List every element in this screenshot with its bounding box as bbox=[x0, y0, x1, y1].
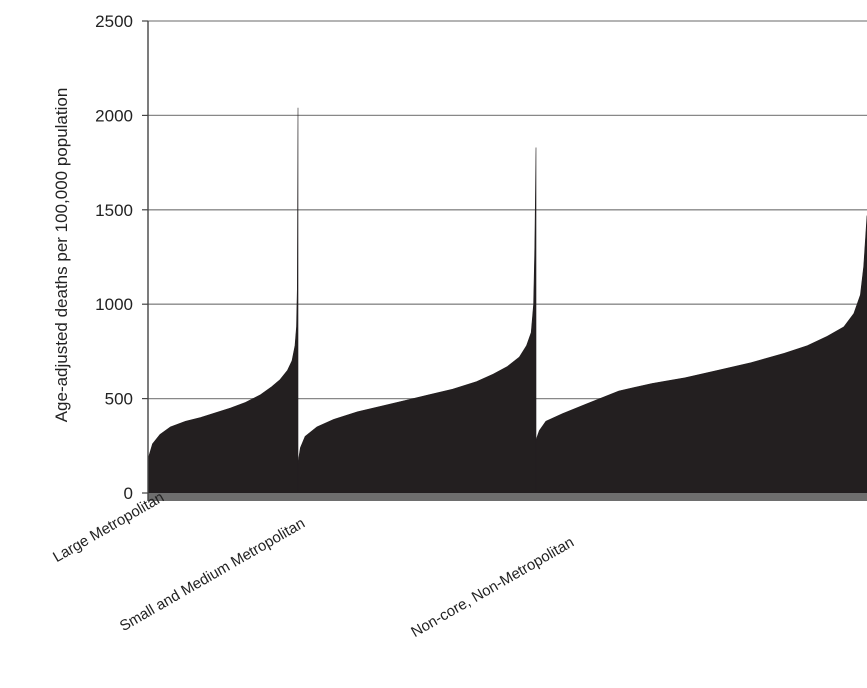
y-axis-label: Age-adjusted deaths per 100,000 populati… bbox=[52, 87, 71, 423]
x-category-label: Small and Medium Metropolitan bbox=[117, 515, 308, 635]
area-series-3 bbox=[535, 215, 867, 494]
y-tick-label: 1500 bbox=[95, 201, 133, 220]
x-axis-baseline bbox=[148, 493, 867, 501]
data-areas bbox=[147, 107, 867, 494]
y-tick-label: 2000 bbox=[95, 106, 133, 125]
area-series-2 bbox=[297, 147, 537, 494]
x-category-label: Non-core, Non-Metropolitan bbox=[408, 534, 577, 641]
y-tick-label: 2500 bbox=[95, 12, 133, 31]
area-series-1 bbox=[147, 107, 299, 494]
y-tick-label: 1000 bbox=[95, 295, 133, 314]
y-tick-label: 500 bbox=[105, 390, 133, 409]
gridlines bbox=[148, 20, 867, 400]
y-tick-labels: 0 500 1000 1500 2000 2500 bbox=[95, 12, 133, 503]
x-category-label: Large Metropolitan bbox=[50, 489, 167, 566]
y-tick-label: 0 bbox=[124, 484, 133, 503]
axes bbox=[142, 20, 867, 501]
